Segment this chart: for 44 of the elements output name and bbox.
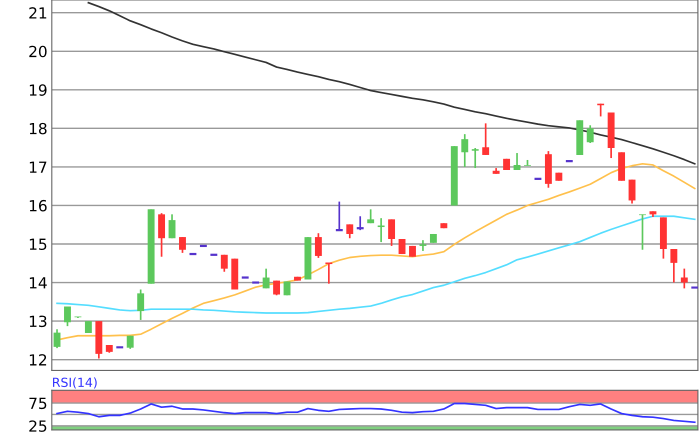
candlestick: [325, 262, 332, 285]
y-tick-label: 75: [29, 398, 46, 410]
y-tick-label: 12: [30, 354, 46, 366]
candlestick: [314, 232, 322, 259]
y-tick-label: 21: [29, 7, 46, 19]
candlestick: [482, 122, 490, 156]
candlestick: [179, 236, 186, 254]
candlestick: [346, 224, 354, 240]
y-tick-label: 20: [29, 46, 47, 58]
candlestick: [388, 218, 396, 247]
y-tick-label: 25: [29, 420, 46, 432]
chart-title: RSI(14): [53, 377, 97, 389]
line-series: [56, 215, 696, 314]
candlestick: [273, 280, 280, 296]
candlestick: [378, 217, 385, 243]
candlestick: [126, 334, 134, 350]
candlestick: [158, 212, 166, 258]
candlestick: [628, 178, 636, 204]
y-tick-label: 17: [30, 162, 46, 173]
candlestick: [64, 306, 71, 327]
y-tick-label: 14: [30, 277, 47, 288]
candlestick: [419, 239, 426, 252]
y-tick-label: 13: [30, 316, 46, 328]
y-tick-label: 18: [30, 122, 47, 134]
candlestick: [168, 213, 176, 240]
candlestick: [670, 248, 678, 284]
y-tick-label: 19: [30, 84, 47, 96]
candlestick: [586, 124, 594, 144]
candlestick: [137, 288, 144, 321]
candlestick: [461, 133, 468, 168]
candlestick: [472, 147, 479, 169]
candlestick: [680, 268, 688, 290]
candlestick: [597, 102, 604, 118]
candlestick: [514, 152, 520, 171]
line-series: [88, 2, 696, 165]
candlestick: [54, 328, 60, 349]
candlestick: [524, 159, 531, 167]
candlestick: [284, 280, 290, 296]
y-tick-label: 16: [30, 200, 47, 212]
candlestick: [262, 268, 270, 290]
candlestick: [367, 208, 374, 224]
y-tick-label: 15: [30, 238, 46, 250]
line-series: [56, 402, 696, 424]
candlestick: [220, 254, 228, 273]
